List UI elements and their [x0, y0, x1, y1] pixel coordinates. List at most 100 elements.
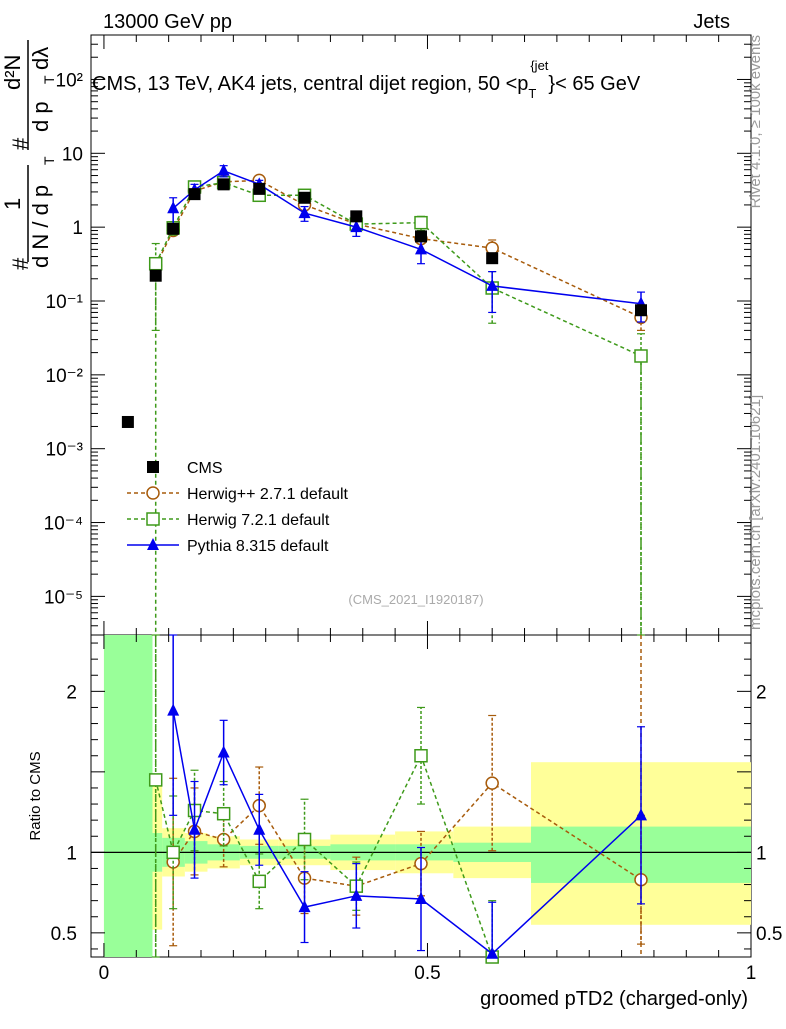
legend-label: Herwig 7.2.1 default	[187, 512, 330, 529]
title-sup: {jet	[530, 58, 548, 73]
data-point	[121, 415, 134, 428]
ratio-y-tick-label-right: 0.5	[756, 924, 782, 945]
data-point	[188, 188, 201, 201]
data-point	[635, 304, 647, 317]
x-tick-label: 0.5	[414, 963, 440, 984]
data-point	[486, 252, 499, 265]
legend-item: Pythia 8.315 default	[127, 538, 329, 555]
data-point	[167, 703, 180, 716]
series-cms	[121, 178, 647, 428]
data-point	[166, 845, 180, 860]
legend-label: Pythia 8.315 default	[187, 538, 329, 555]
main-series-layer	[121, 163, 648, 636]
data-point	[415, 230, 427, 243]
data-point	[414, 749, 428, 763]
data-point	[217, 178, 230, 191]
data-point	[148, 773, 163, 787]
data-point	[298, 206, 311, 219]
data-point	[350, 888, 363, 901]
ratio-y-tick-label: 2	[66, 682, 77, 703]
ratio-y-tick-label-right: 1	[756, 843, 767, 864]
ratio-ylabel: Ratio to CMS	[27, 751, 44, 840]
data-point	[216, 806, 231, 821]
ylabel-dlambda: dλ	[28, 47, 53, 70]
legend: CMS Herwig++ 2.7.1 default Herwig 7.2.1 de…	[127, 460, 349, 555]
ratio-series-layer	[148, 634, 648, 964]
legend-label: Herwig++ 2.7.1 default	[187, 486, 349, 503]
series-line	[155, 179, 642, 319]
legend-item: Herwig 7.2.1 default	[127, 512, 330, 529]
data-point	[253, 182, 266, 195]
data-point	[634, 349, 648, 363]
series-line	[172, 782, 642, 887]
data-point	[350, 220, 363, 233]
main-y-tick-label: 10²	[56, 70, 83, 91]
data-point	[486, 278, 499, 291]
ylabel-dpT: d p	[28, 101, 53, 132]
ylabel-d2N: d²N	[0, 55, 25, 90]
data-point	[252, 874, 266, 889]
series-line	[172, 169, 642, 305]
legend-marker	[146, 486, 160, 500]
rivet-label: Rivet 4.1.0, ≥ 100k events	[747, 35, 764, 208]
mcplots-label: mcplots.cern.ch [arXiv:2401.10621]	[747, 395, 764, 630]
x-axis-label: groomed pTD2 (charged-only)	[480, 988, 748, 1010]
ratio-y-tick-label: 1	[66, 843, 77, 864]
analysis-watermark: (CMS_2021_I1920187)	[348, 592, 483, 607]
data-point	[350, 210, 363, 223]
data-point	[167, 222, 180, 235]
main-y-tick-label: 10⁻⁴	[44, 514, 83, 535]
legend-marker	[146, 512, 160, 526]
ratio-axis-ticks: 0.5 0.5 1 1 2 2 0 0.5 1	[51, 635, 782, 984]
legend-item: CMS	[147, 460, 223, 477]
data-point	[635, 808, 647, 821]
ylabel-dN-dpT: d N / d p	[28, 185, 53, 268]
data-point	[298, 900, 311, 913]
title-post: }< 65 GeV	[548, 73, 640, 95]
main-y-tick-label: 10⁻²	[46, 366, 84, 387]
series-herwig-7-2-1-default	[148, 175, 648, 636]
data-point	[298, 191, 311, 204]
main-y-tick-label: 10⁻¹	[46, 292, 84, 313]
data-point	[217, 745, 230, 758]
header-right: Jets	[693, 11, 730, 33]
legend-item: Herwig++ 2.7.1 default	[127, 486, 349, 503]
data-point	[414, 215, 428, 230]
ylabel-T-sub-2: T	[41, 75, 57, 84]
main-y-tick-label: 1	[72, 218, 83, 239]
main-y-tick-label: 10⁻³	[46, 440, 84, 461]
band-green	[103, 635, 153, 957]
data-point	[486, 946, 499, 959]
data-point	[415, 892, 427, 905]
series-pythia-8-315-default	[167, 634, 647, 959]
data-point	[188, 822, 201, 835]
ylabel-hash-1: #	[8, 257, 33, 270]
data-point	[415, 242, 427, 255]
data-point	[485, 776, 499, 790]
ylabel-T-sub-1: T	[41, 156, 57, 165]
plot-title: CMS, 13 TeV, AK4 jets, central dijet reg…	[92, 58, 641, 101]
data-point	[167, 201, 180, 214]
series-line	[155, 181, 642, 357]
series-pythia-8-315-default	[167, 163, 647, 323]
legend-label: CMS	[187, 460, 223, 477]
x-tick-label: 0	[99, 963, 110, 984]
ylabel-hash-2: #	[8, 137, 33, 150]
data-point	[149, 269, 162, 282]
title-sub: T	[528, 86, 536, 101]
main-ylabel: # 1 d N / d p T # d²N d p T dλ	[0, 40, 57, 270]
data-point	[148, 256, 163, 271]
title-pre: CMS, 13 TeV, AK4 jets, central dijet reg…	[92, 73, 528, 95]
main-y-tick-label: 10	[62, 144, 83, 165]
series-herwig-7-2-1-default	[148, 634, 499, 964]
data-point	[217, 163, 230, 176]
legend-marker	[147, 461, 159, 473]
series-herwig-2-7-1-default	[148, 173, 648, 331]
main-axis-ticks: 10⁻⁵ 10⁻⁴ 10⁻³ 10⁻² 10⁻¹ 1 10 10²	[44, 34, 752, 636]
data-point	[253, 822, 266, 835]
ylabel-one: 1	[0, 198, 25, 210]
x-tick-label: 1	[746, 963, 757, 984]
data-point	[297, 832, 312, 847]
